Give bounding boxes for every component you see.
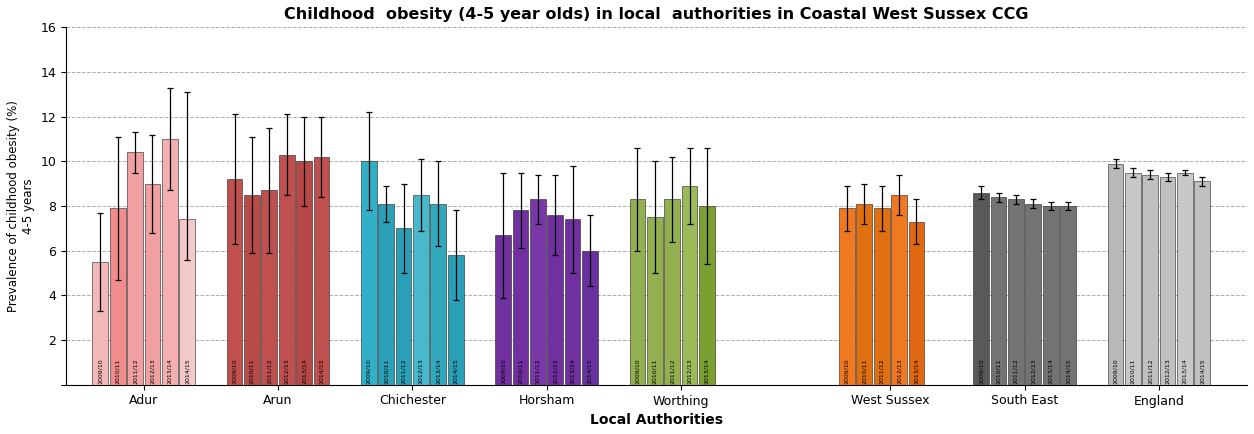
- Text: 2011/12: 2011/12: [535, 358, 540, 384]
- Bar: [564, 220, 581, 385]
- Bar: [909, 222, 924, 385]
- Text: 2009/10: 2009/10: [366, 358, 371, 384]
- Text: 2010/11: 2010/11: [652, 358, 657, 384]
- Bar: [1107, 164, 1124, 385]
- Bar: [530, 199, 545, 385]
- Text: 2011/12: 2011/12: [267, 358, 272, 384]
- Bar: [379, 204, 394, 385]
- Bar: [396, 228, 411, 385]
- Bar: [448, 255, 464, 385]
- Bar: [1008, 199, 1023, 385]
- Text: 2012/13: 2012/13: [553, 358, 558, 384]
- Text: 2013/14: 2013/14: [301, 358, 306, 384]
- Bar: [839, 208, 855, 385]
- Text: 2012/13: 2012/13: [285, 358, 290, 384]
- Text: 2012/13: 2012/13: [1165, 358, 1170, 384]
- Y-axis label: Prevalence of childhood obesity (%)
4-5 years: Prevalence of childhood obesity (%) 4-5 …: [8, 100, 35, 312]
- Text: 2014/15: 2014/15: [453, 358, 458, 384]
- Bar: [245, 195, 260, 385]
- Bar: [856, 204, 873, 385]
- Text: 2010/11: 2010/11: [384, 358, 389, 384]
- Text: 2013/14: 2013/14: [705, 358, 710, 384]
- Text: 2012/13: 2012/13: [1031, 358, 1036, 384]
- Text: 2009/10: 2009/10: [500, 358, 505, 384]
- Text: 2011/12: 2011/12: [133, 358, 138, 384]
- Bar: [162, 139, 178, 385]
- Bar: [144, 184, 161, 385]
- Text: 2014/15: 2014/15: [184, 358, 189, 384]
- Bar: [698, 206, 715, 385]
- Bar: [1060, 206, 1076, 385]
- Bar: [1142, 175, 1159, 385]
- Bar: [1026, 204, 1041, 385]
- Bar: [973, 193, 989, 385]
- Text: 2009/10: 2009/10: [1114, 358, 1119, 384]
- Text: 2011/12: 2011/12: [401, 358, 406, 384]
- Text: 2012/13: 2012/13: [150, 358, 155, 384]
- Text: 2010/11: 2010/11: [861, 358, 867, 384]
- Text: 2010/11: 2010/11: [518, 358, 523, 384]
- Text: 2011/12: 2011/12: [879, 358, 884, 384]
- Text: 2013/14: 2013/14: [167, 358, 172, 384]
- Bar: [127, 152, 143, 385]
- Bar: [682, 186, 697, 385]
- Bar: [93, 262, 108, 385]
- Text: 2014/15: 2014/15: [587, 358, 592, 384]
- Bar: [647, 217, 662, 385]
- Bar: [1160, 177, 1175, 385]
- Text: 2011/12: 2011/12: [670, 358, 675, 384]
- Text: 2010/11: 2010/11: [115, 358, 120, 384]
- Text: 2012/13: 2012/13: [687, 358, 692, 384]
- Text: 2013/14: 2013/14: [1048, 358, 1053, 384]
- Bar: [548, 215, 563, 385]
- Text: 2013/14: 2013/14: [914, 358, 919, 384]
- Bar: [874, 208, 889, 385]
- Text: 2009/10: 2009/10: [98, 358, 103, 384]
- Bar: [495, 235, 512, 385]
- Title: Childhood  obesity (4-5 year olds) in local  authorities in Coastal West Sussex : Childhood obesity (4-5 year olds) in loc…: [285, 7, 1028, 22]
- Bar: [110, 208, 125, 385]
- Bar: [1178, 172, 1193, 385]
- Text: 2013/14: 2013/14: [436, 358, 441, 384]
- Bar: [991, 197, 1007, 385]
- Bar: [665, 199, 680, 385]
- Text: 2013/14: 2013/14: [571, 358, 576, 384]
- Text: 2011/12: 2011/12: [1147, 358, 1152, 384]
- Text: 2009/10: 2009/10: [978, 358, 983, 384]
- Bar: [430, 204, 446, 385]
- Bar: [314, 157, 330, 385]
- Bar: [413, 195, 429, 385]
- Bar: [582, 251, 598, 385]
- Text: 2012/13: 2012/13: [419, 358, 424, 384]
- Text: 2014/15: 2014/15: [1200, 358, 1205, 384]
- Bar: [513, 210, 528, 385]
- Text: 2012/13: 2012/13: [897, 358, 902, 384]
- Text: 2009/10: 2009/10: [232, 358, 237, 384]
- Text: 2014/15: 2014/15: [1066, 358, 1071, 384]
- Text: 2009/10: 2009/10: [635, 358, 640, 384]
- Bar: [1195, 181, 1210, 385]
- Text: 2011/12: 2011/12: [1013, 358, 1018, 384]
- Bar: [630, 199, 646, 385]
- Bar: [179, 220, 194, 385]
- Bar: [227, 179, 242, 385]
- Bar: [1125, 172, 1141, 385]
- Text: 2010/11: 2010/11: [1130, 358, 1135, 384]
- X-axis label: Local Authorities: Local Authorities: [591, 413, 724, 427]
- Bar: [261, 191, 277, 385]
- Bar: [278, 155, 295, 385]
- Bar: [892, 195, 907, 385]
- Text: 2010/11: 2010/11: [250, 358, 255, 384]
- Text: 2014/15: 2014/15: [319, 358, 324, 384]
- Text: 2013/14: 2013/14: [1183, 358, 1188, 384]
- Text: 2009/10: 2009/10: [844, 358, 849, 384]
- Bar: [296, 161, 312, 385]
- Text: 2010/11: 2010/11: [996, 358, 1001, 384]
- Bar: [1043, 206, 1058, 385]
- Bar: [361, 161, 376, 385]
